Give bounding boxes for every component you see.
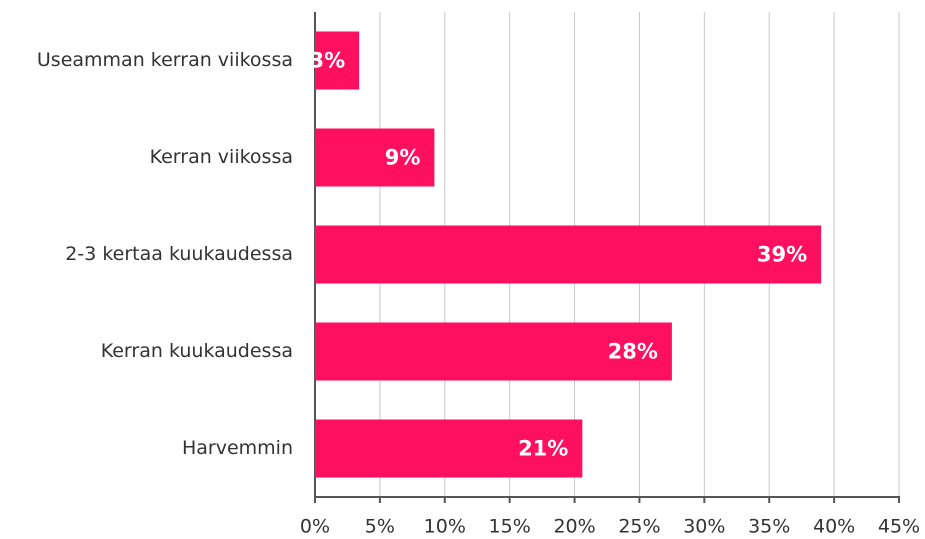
y-tick-label: Useamman kerran viikossa bbox=[37, 49, 293, 71]
x-tick-label: 10% bbox=[424, 516, 466, 538]
value-label: 3% bbox=[309, 49, 345, 73]
x-tick-label: 45% bbox=[878, 516, 920, 538]
value-label: 39% bbox=[757, 243, 807, 267]
x-tick-label: 15% bbox=[489, 516, 531, 538]
x-tick-label: 0% bbox=[300, 516, 330, 538]
x-tick-label: 40% bbox=[813, 516, 855, 538]
bar bbox=[315, 225, 822, 284]
value-label: 21% bbox=[518, 437, 568, 461]
value-label: 9% bbox=[385, 146, 421, 170]
x-tick-label: 25% bbox=[618, 516, 660, 538]
x-tick-label: 30% bbox=[683, 516, 725, 538]
x-tick-label: 20% bbox=[553, 516, 595, 538]
y-tick-label: Kerran viikossa bbox=[150, 146, 293, 168]
y-tick-label: Harvemmin bbox=[182, 437, 293, 459]
bar bbox=[315, 322, 672, 381]
bar bbox=[315, 419, 583, 478]
y-tick-label: 2-3 kertaa kuukaudessa bbox=[65, 243, 293, 265]
y-tick-label: Kerran kuukaudessa bbox=[101, 340, 293, 362]
value-label: 28% bbox=[608, 340, 658, 364]
x-tick-label: 35% bbox=[748, 516, 790, 538]
bar bbox=[315, 31, 360, 90]
bar bbox=[315, 128, 435, 187]
x-tick-label: 5% bbox=[365, 516, 395, 538]
